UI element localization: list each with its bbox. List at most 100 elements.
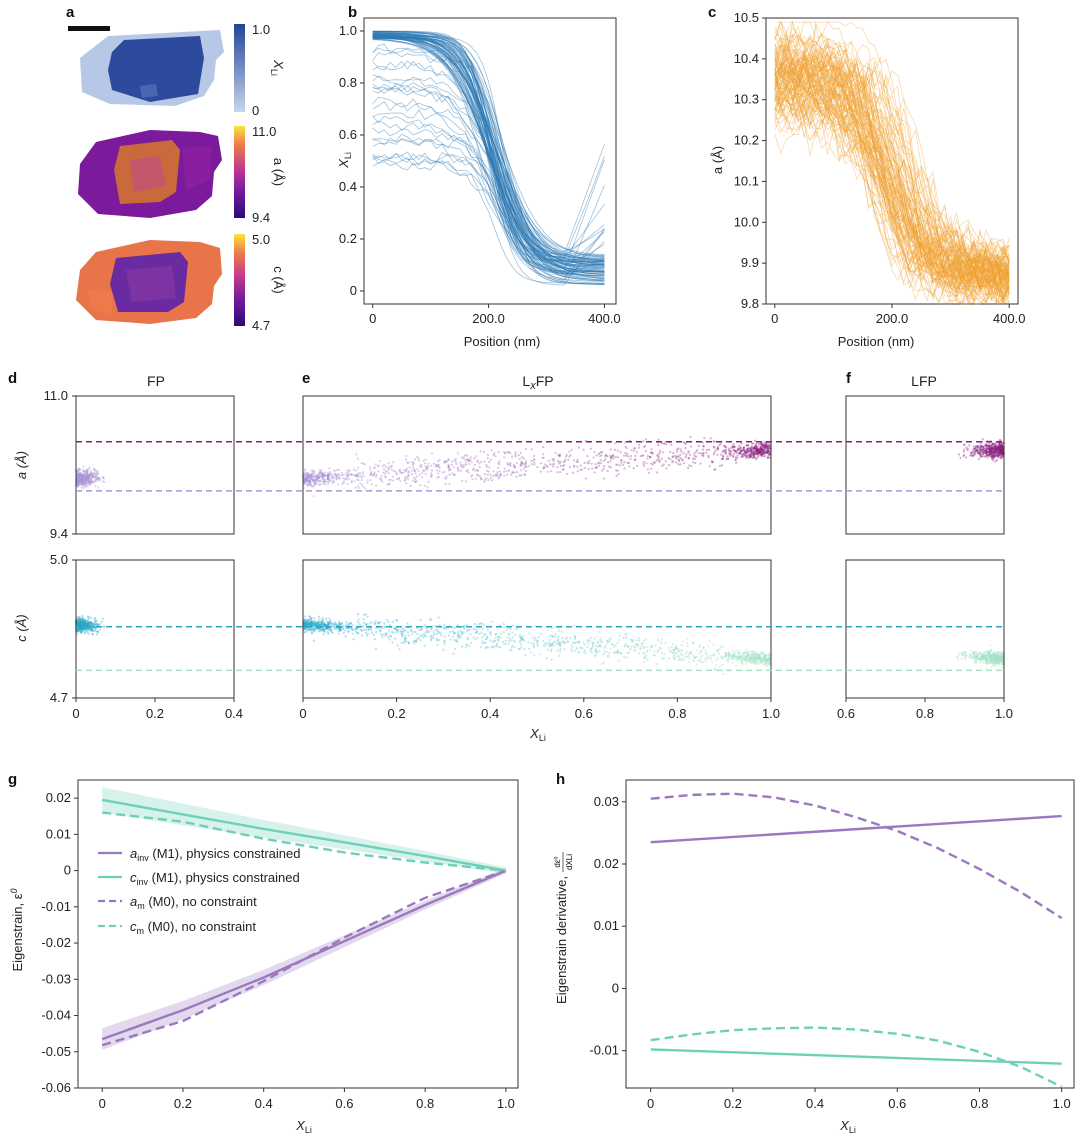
scatter-point (77, 474, 80, 477)
scatter-point (509, 627, 512, 631)
scatter-point (656, 454, 659, 457)
scatter-point (686, 642, 689, 645)
scatter-point (505, 642, 508, 646)
scatter-point (483, 472, 486, 476)
scatter-point (83, 470, 86, 473)
scatter-point (672, 643, 675, 646)
scatter-point (998, 452, 1001, 455)
scatter-point (614, 448, 617, 451)
x-tick-label: 0 (299, 706, 306, 721)
a-profile-line (774, 52, 1010, 282)
xli-profile-line (372, 37, 605, 266)
a-profile-line (774, 81, 1010, 297)
a-profile-line (774, 85, 1010, 305)
scatter-point (582, 448, 585, 451)
scatter-point (604, 454, 608, 457)
scatter-point (671, 461, 674, 464)
panel-letter-g: g (8, 771, 17, 788)
scatter-point (720, 453, 723, 456)
x-tick-label: 400.0 (588, 311, 621, 326)
a-profile-line (774, 68, 1010, 305)
scatter-point (78, 476, 81, 479)
scatter-point (527, 641, 530, 644)
scatter-point (721, 663, 724, 666)
scatter-point (530, 642, 533, 645)
scatter-point (568, 455, 571, 458)
xli-profile-line (372, 115, 605, 273)
scatter-point (392, 461, 395, 464)
scatter-point (473, 457, 476, 460)
scatter-point (375, 630, 378, 634)
scatter-point (81, 476, 84, 479)
a-profile-line (774, 70, 1010, 279)
scatter-point (482, 623, 485, 626)
a-profile-line (774, 20, 1010, 291)
scatter-point (689, 445, 693, 448)
xli-profile-line (372, 35, 605, 279)
scatter-point (356, 613, 360, 616)
scatter-point (656, 663, 659, 666)
scatter-point (597, 464, 601, 467)
scatter-point (733, 651, 736, 654)
scatter-point (753, 446, 756, 449)
scatter-point (471, 474, 474, 477)
scatter-point (982, 453, 985, 456)
panel-c-ylabel: a (Å) (710, 146, 725, 174)
scatter-point (332, 626, 336, 629)
scatter-point (679, 456, 682, 459)
scatter-point (412, 479, 415, 482)
scatter-point (971, 656, 974, 660)
scatter-point (973, 447, 976, 451)
scatter-point (362, 613, 365, 617)
scatter-point (548, 642, 552, 645)
panel-letter-b: b (348, 4, 357, 21)
scatter-point (506, 636, 509, 639)
scatter-point (78, 474, 81, 477)
scatter-point (977, 457, 980, 461)
scatter-point (664, 641, 667, 644)
scatter-point (430, 475, 433, 478)
scatter-point (382, 625, 386, 628)
scatter-point (552, 635, 555, 638)
scatter-point (387, 629, 390, 632)
xli-profile-line (372, 31, 605, 265)
scatter-point (77, 476, 80, 479)
y-tick-label: 9.8 (741, 296, 759, 311)
scatter-point (992, 661, 996, 664)
scatter-point (677, 458, 681, 461)
scatter-point (79, 471, 82, 474)
scatter-point (340, 623, 344, 626)
a-profile-line (774, 81, 1010, 278)
scatter-point (323, 474, 326, 477)
panel-c-xticks: 0 200.0 400.0 (771, 304, 1025, 326)
scatter-point (76, 480, 80, 483)
scatter-point (624, 441, 627, 444)
scatter-point (719, 442, 722, 445)
scatter-point (91, 480, 94, 483)
scatter-point (702, 646, 705, 649)
scatter-point (87, 466, 91, 469)
scatter-point (569, 637, 572, 640)
scatter-point (436, 476, 439, 479)
scatter-point (303, 469, 307, 472)
scatter-point (510, 473, 513, 476)
scatter-point (85, 479, 88, 482)
scatter-point (315, 478, 318, 481)
scatter-point (87, 474, 90, 477)
scatter-point (459, 636, 462, 639)
a-profile-line (774, 26, 1010, 302)
a-profile-line (774, 51, 1010, 291)
scatter-point (491, 621, 494, 624)
scatter-point (524, 654, 527, 657)
scatter-point (87, 475, 90, 478)
scatter-point (79, 473, 82, 477)
scatter-point (377, 470, 380, 473)
scatter-point (584, 652, 587, 655)
scatter-point (959, 456, 962, 459)
scatter-point (536, 643, 539, 646)
a-profile-line (774, 89, 1010, 283)
scatter-point (87, 475, 90, 478)
scatter-point (524, 462, 527, 465)
scatter-point (452, 466, 456, 469)
